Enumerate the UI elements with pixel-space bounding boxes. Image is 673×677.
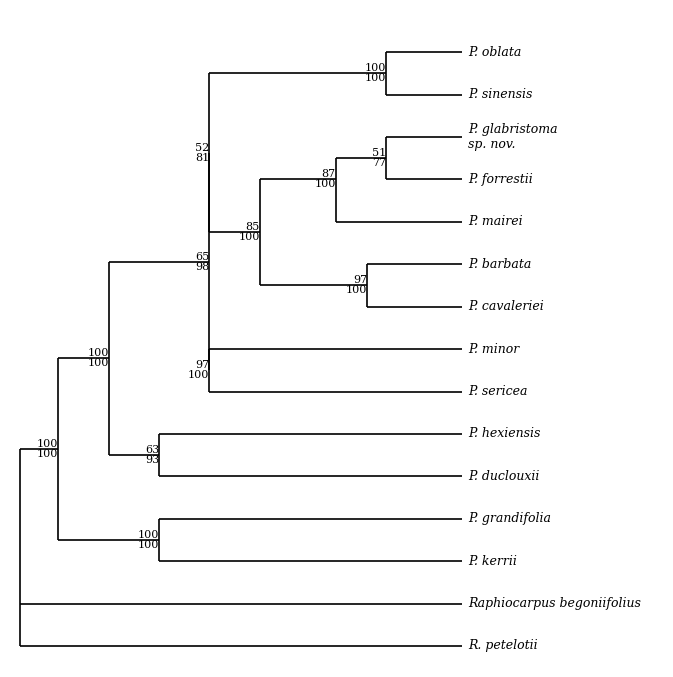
- Text: 100: 100: [238, 232, 260, 242]
- Text: 97: 97: [195, 360, 209, 370]
- Text: 100: 100: [37, 449, 58, 459]
- Text: P. sericea: P. sericea: [468, 385, 528, 398]
- Text: P. hexiensis: P. hexiensis: [468, 427, 540, 441]
- Text: 100: 100: [365, 74, 386, 83]
- Text: 97: 97: [353, 276, 367, 286]
- Text: P. barbata: P. barbata: [468, 258, 531, 271]
- Text: P. cavaleriei: P. cavaleriei: [468, 300, 544, 313]
- Text: 65: 65: [195, 252, 209, 261]
- Text: 93: 93: [145, 455, 159, 465]
- Text: Raphiocarpus begoniifolius: Raphiocarpus begoniifolius: [468, 597, 641, 610]
- Text: 100: 100: [365, 64, 386, 74]
- Text: 100: 100: [188, 370, 209, 380]
- Text: 81: 81: [195, 153, 209, 163]
- Text: 63: 63: [145, 445, 159, 455]
- Text: 100: 100: [87, 349, 108, 358]
- Text: P. duclouxii: P. duclouxii: [468, 470, 539, 483]
- Text: P. kerrii: P. kerrii: [468, 554, 517, 567]
- Text: 100: 100: [37, 439, 58, 449]
- Text: 100: 100: [138, 540, 159, 550]
- Text: P. mairei: P. mairei: [468, 215, 522, 228]
- Text: P. minor: P. minor: [468, 343, 519, 355]
- Text: 51: 51: [371, 148, 386, 158]
- Text: 87: 87: [322, 169, 336, 179]
- Text: 100: 100: [346, 286, 367, 295]
- Text: R. petelotii: R. petelotii: [468, 640, 538, 653]
- Text: P. glabristoma
sp. nov.: P. glabristoma sp. nov.: [468, 123, 557, 152]
- Text: P. oblata: P. oblata: [468, 46, 522, 59]
- Text: 52: 52: [195, 143, 209, 153]
- Text: 85: 85: [246, 223, 260, 232]
- Text: 98: 98: [195, 261, 209, 271]
- Text: 100: 100: [314, 179, 336, 190]
- Text: 100: 100: [87, 358, 108, 368]
- Text: P. forrestii: P. forrestii: [468, 173, 533, 186]
- Text: P. sinensis: P. sinensis: [468, 88, 532, 101]
- Text: P. grandifolia: P. grandifolia: [468, 512, 551, 525]
- Text: 100: 100: [138, 530, 159, 540]
- Text: 77: 77: [372, 158, 386, 169]
